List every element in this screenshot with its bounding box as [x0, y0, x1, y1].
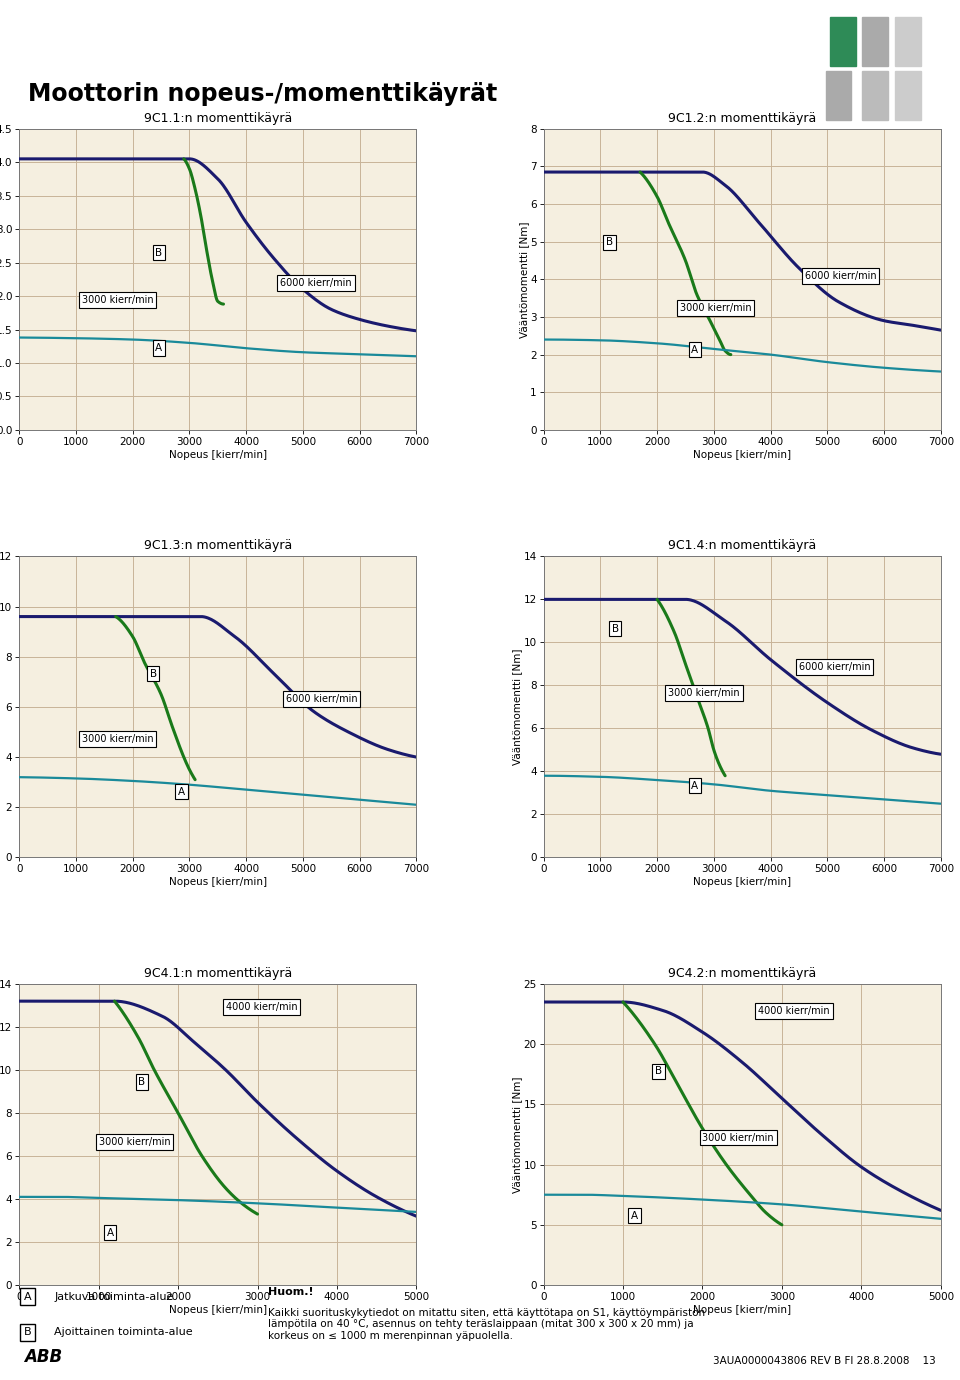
Text: 3000 kierr/min: 3000 kierr/min — [668, 689, 740, 698]
Text: A: A — [179, 787, 185, 796]
Text: A: A — [156, 342, 162, 353]
Text: A: A — [631, 1210, 638, 1221]
Title: 9C1.4:n momenttikäyrä: 9C1.4:n momenttikäyrä — [668, 540, 816, 552]
Y-axis label: Vääntömomentti [Nm]: Vääntömomentti [Nm] — [518, 221, 529, 338]
X-axis label: Nopeus [kierr/min]: Nopeus [kierr/min] — [693, 450, 791, 460]
Text: A: A — [691, 345, 698, 355]
Text: 3000 kierr/min: 3000 kierr/min — [82, 295, 154, 305]
X-axis label: Nopeus [kierr/min]: Nopeus [kierr/min] — [169, 450, 267, 460]
Bar — [895, 17, 921, 65]
Text: B: B — [612, 624, 619, 633]
Text: B: B — [655, 1067, 661, 1076]
X-axis label: Nopeus [kierr/min]: Nopeus [kierr/min] — [693, 1304, 791, 1315]
Text: Jatkuva toiminta-alue: Jatkuva toiminta-alue — [54, 1292, 174, 1301]
X-axis label: Nopeus [kierr/min]: Nopeus [kierr/min] — [693, 878, 791, 887]
Title: 9C4.1:n momenttikäyrä: 9C4.1:n momenttikäyrä — [144, 967, 292, 980]
Title: 9C4.2:n momenttikäyrä: 9C4.2:n momenttikäyrä — [668, 967, 816, 980]
Text: 6000 kierr/min: 6000 kierr/min — [286, 694, 357, 704]
Y-axis label: Vääntömomentti [Nm]: Vääntömomentti [Nm] — [512, 1076, 522, 1192]
Text: 3000 kierr/min: 3000 kierr/min — [82, 734, 154, 744]
Text: A: A — [24, 1292, 32, 1301]
Text: ABB: ABB — [24, 1348, 62, 1366]
Text: A: A — [691, 781, 698, 791]
Text: 4000 kierr/min: 4000 kierr/min — [758, 1006, 829, 1016]
Text: B: B — [138, 1076, 146, 1087]
Text: 3AUA0000043806 REV B FI 28.8.2008    13: 3AUA0000043806 REV B FI 28.8.2008 13 — [713, 1357, 936, 1366]
X-axis label: Nopeus [kierr/min]: Nopeus [kierr/min] — [169, 878, 267, 887]
X-axis label: Nopeus [kierr/min]: Nopeus [kierr/min] — [169, 1304, 267, 1315]
Text: 6000 kierr/min: 6000 kierr/min — [804, 272, 876, 282]
Text: Moottorin nopeus-/momenttikäyrät: Moottorin nopeus-/momenttikäyrät — [29, 83, 497, 106]
Y-axis label: Vääntömomentti [Nm]: Vääntömomentti [Nm] — [512, 649, 522, 765]
Text: Huom.!: Huom.! — [268, 1286, 314, 1297]
Bar — [830, 17, 856, 65]
Text: Ajoittainen toiminta-alue: Ajoittainen toiminta-alue — [54, 1328, 193, 1337]
Bar — [826, 72, 852, 120]
Text: 3000 kierr/min: 3000 kierr/min — [703, 1133, 774, 1143]
Text: B: B — [150, 669, 156, 679]
Text: A: A — [107, 1228, 113, 1238]
Bar — [862, 17, 888, 65]
Text: B: B — [606, 237, 613, 247]
Title: 9C1.1:n momenttikäyrä: 9C1.1:n momenttikäyrä — [144, 112, 292, 124]
Text: 4000 kierr/min: 4000 kierr/min — [226, 1002, 298, 1012]
Title: 9C1.3:n momenttikäyrä: 9C1.3:n momenttikäyrä — [144, 540, 292, 552]
Title: 9C1.2:n momenttikäyrä: 9C1.2:n momenttikäyrä — [668, 112, 816, 124]
Text: B: B — [24, 1328, 32, 1337]
Text: B: B — [156, 248, 162, 258]
Text: 3000 kierr/min: 3000 kierr/min — [99, 1137, 170, 1147]
Text: 6000 kierr/min: 6000 kierr/min — [799, 662, 871, 672]
Text: 6000 kierr/min: 6000 kierr/min — [280, 277, 352, 288]
Bar — [862, 72, 888, 120]
Bar — [895, 72, 921, 120]
Text: Kaikki suorituskykytiedot on mitattu siten, että käyttötapa on S1, käyttöympäris: Kaikki suorituskykytiedot on mitattu sit… — [268, 1308, 706, 1341]
Text: 3000 kierr/min: 3000 kierr/min — [680, 304, 752, 313]
